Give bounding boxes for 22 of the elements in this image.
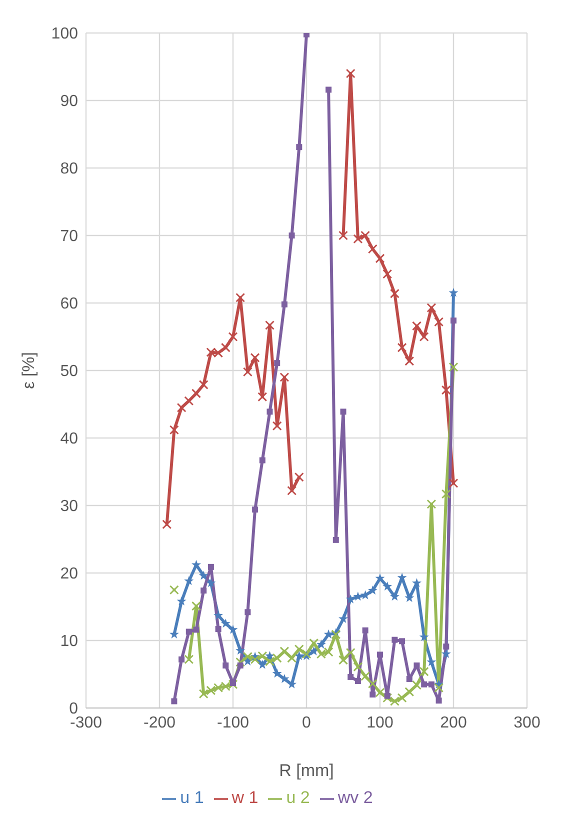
y-tick-label: 10 bbox=[60, 633, 78, 650]
x-tick-label: 200 bbox=[440, 714, 467, 732]
y-tick-label: 50 bbox=[60, 363, 78, 380]
y-axis-title: ε [%] bbox=[19, 352, 38, 389]
y-tick-label: 100 bbox=[51, 26, 78, 43]
x-tick-label: 300 bbox=[514, 714, 540, 732]
x-tick-label: 100 bbox=[366, 714, 394, 732]
legend-label: wv 2 bbox=[338, 788, 373, 807]
y-tick-label: 70 bbox=[60, 228, 78, 246]
y-tick-label: 40 bbox=[60, 430, 78, 448]
x-tick-label: -200 bbox=[143, 714, 176, 732]
x-axis-title: R [mm] bbox=[279, 761, 334, 780]
legend-label: w 1 bbox=[232, 788, 258, 807]
y-tick-label: 90 bbox=[60, 93, 78, 110]
legend-label: u 2 bbox=[286, 788, 310, 807]
x-tick-label: -100 bbox=[216, 714, 250, 732]
x-tick-label: 0 bbox=[302, 714, 312, 732]
legend-label: u 1 bbox=[180, 788, 204, 807]
y-tick-label: 30 bbox=[60, 498, 78, 516]
y-tick-label: 60 bbox=[60, 296, 78, 313]
y-tick-label: 80 bbox=[60, 160, 78, 178]
y-tick-label: 20 bbox=[60, 566, 78, 583]
